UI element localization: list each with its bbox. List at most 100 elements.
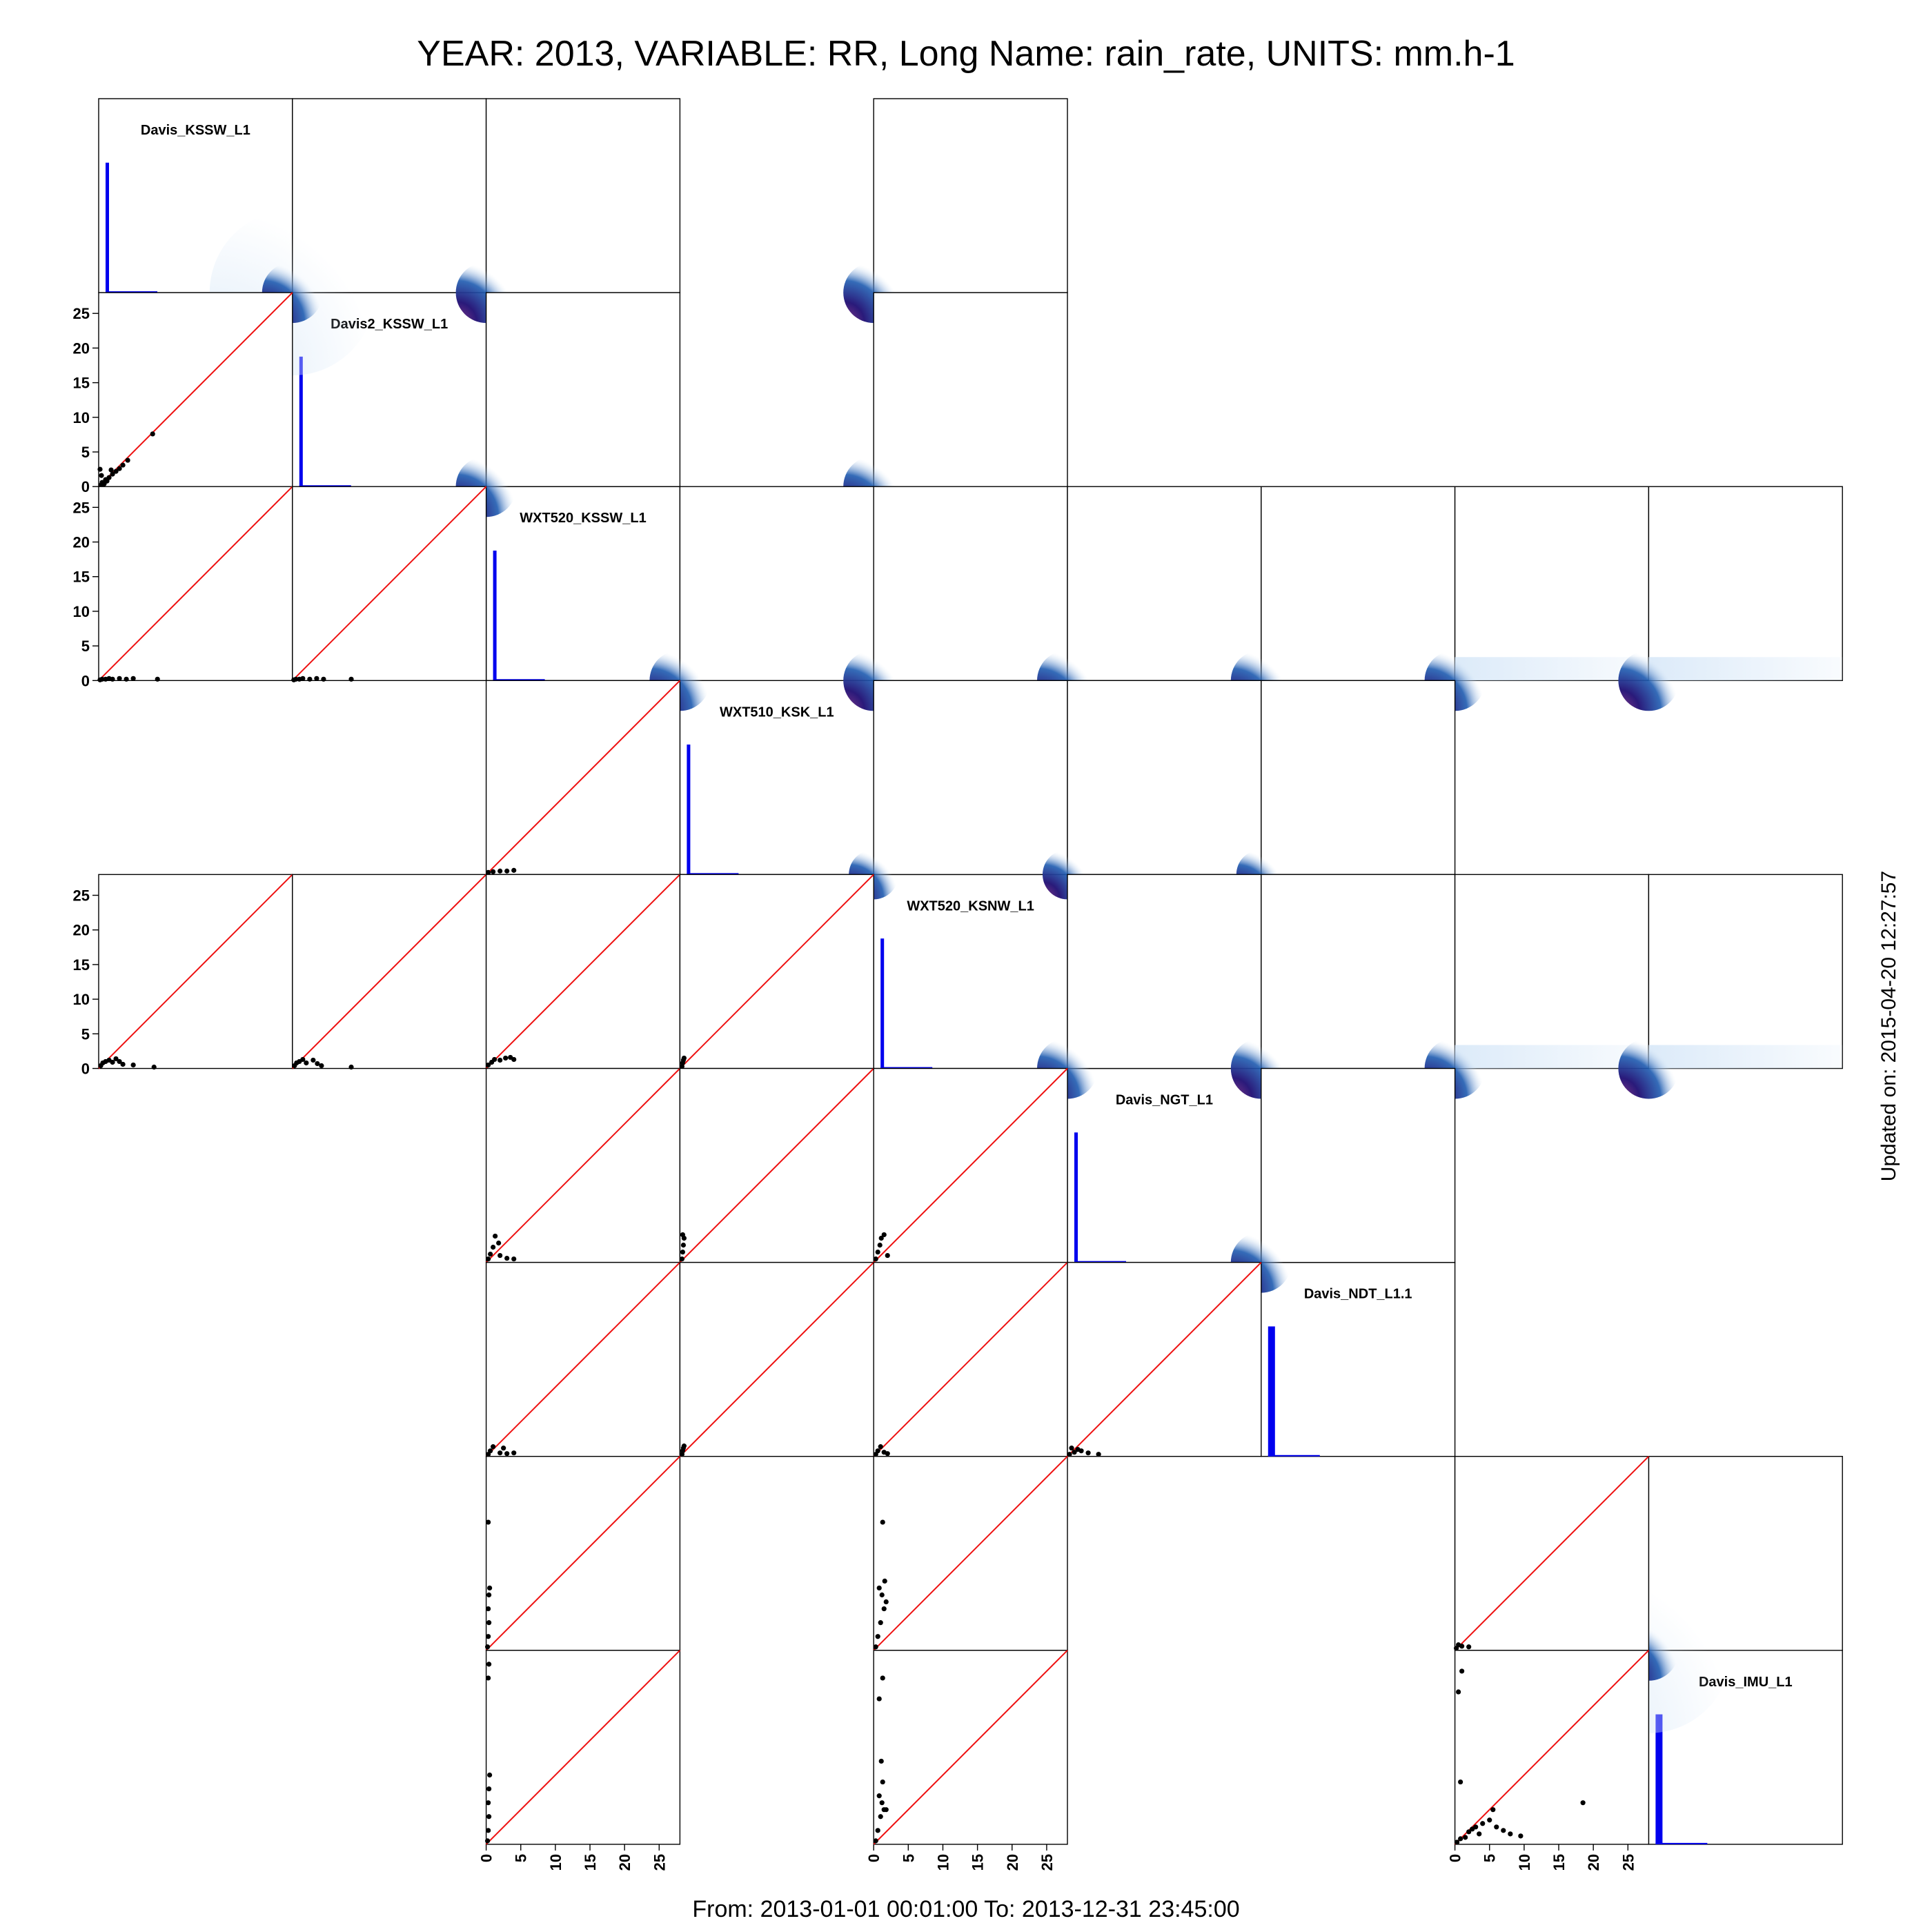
hist-bar [1074, 1132, 1078, 1263]
scatter-point [1096, 1452, 1101, 1457]
hist-bar [1655, 1714, 1663, 1844]
y-tick-label: 5 [81, 1025, 90, 1043]
y-tick-label: 10 [73, 409, 90, 426]
scatter-point [1487, 1817, 1492, 1823]
hist-bar [299, 356, 303, 487]
scatter-point [150, 431, 155, 437]
hist-bar [493, 550, 497, 681]
station-label: WXT520_KSSW_L1 [520, 511, 646, 526]
scatter-point [155, 676, 160, 682]
density-cell [873, 292, 1068, 487]
scatter-point [879, 1800, 885, 1806]
density-cell [1067, 874, 1262, 1070]
scatter-point [681, 1443, 687, 1449]
scatter-point [486, 1592, 492, 1598]
scatter-point [486, 1620, 492, 1626]
x-tick-label: 10 [547, 1854, 564, 1871]
scatter-point [485, 1838, 491, 1844]
identity-line [485, 1455, 681, 1651]
scatter-point [319, 1063, 324, 1069]
station-label: Davis_KSSW_L1 [141, 123, 250, 138]
scatter-point [486, 1519, 491, 1525]
scatter-point [681, 1055, 687, 1061]
density-cell [1648, 874, 1843, 1070]
density-cell [873, 486, 1068, 682]
scatter-point [1466, 1644, 1472, 1650]
scatter-point [321, 676, 326, 682]
scatter-point [120, 1061, 126, 1067]
identity-line [292, 486, 487, 682]
density-band [1648, 657, 1843, 681]
x-tick-label: 5 [900, 1854, 917, 1862]
density-cell [1261, 874, 1456, 1070]
identity-line [485, 874, 681, 1070]
x-tick-label: 25 [1038, 1854, 1056, 1871]
y-tick-label: 5 [81, 638, 90, 655]
scatter-point [1069, 1446, 1074, 1451]
x-tick-label: 15 [1550, 1854, 1568, 1871]
scatter-point [501, 1446, 506, 1451]
scatter-point [680, 1249, 686, 1255]
scatter-point [110, 1059, 115, 1065]
identity-line [679, 1261, 874, 1457]
density-cell [1454, 486, 1650, 682]
scatter-point [1480, 1821, 1486, 1826]
scatter-point [99, 676, 105, 682]
scatter-point [504, 1255, 510, 1261]
y-tick-label: 25 [73, 887, 90, 905]
scatter-point [117, 1058, 122, 1065]
density-cell [1261, 680, 1456, 876]
x-tick-label: 25 [651, 1854, 668, 1871]
scatter-point [486, 1606, 491, 1612]
scatter-point [1518, 1833, 1524, 1839]
density-cell [873, 680, 1068, 876]
scatter-point [304, 1060, 309, 1066]
scatter-point [486, 1814, 492, 1820]
density-cell [1648, 486, 1843, 682]
identity-line [873, 1650, 1068, 1845]
identity-line [485, 1067, 681, 1263]
density-cell [679, 486, 874, 682]
scatter-point [1473, 1824, 1479, 1830]
scatter-point [504, 868, 510, 874]
scatter-point [348, 1064, 354, 1070]
x-tick-label: 0 [865, 1854, 883, 1862]
scatter-point [110, 676, 115, 682]
y-tick-label: 25 [73, 499, 90, 516]
identity-line [873, 1455, 1068, 1651]
scatter-point [875, 1828, 880, 1833]
scatter-point [680, 1232, 686, 1238]
scatter-point [486, 1800, 491, 1806]
scatter-point [880, 1779, 885, 1785]
x-tick-label: 5 [1481, 1854, 1499, 1862]
y-tick-label: 20 [73, 339, 90, 357]
scatter-point [124, 676, 129, 682]
scatter-point [878, 1758, 884, 1764]
scatter-point [1456, 1689, 1461, 1695]
scatter-point [885, 1252, 890, 1259]
scatter-point [873, 1256, 878, 1262]
x-tick-label: 20 [1004, 1854, 1021, 1871]
scatter-point [1459, 1644, 1465, 1649]
density-core [1618, 1038, 1679, 1099]
scatter-point [486, 869, 491, 875]
scatter-point [117, 466, 122, 471]
scatter-point [1501, 1828, 1506, 1833]
scatter-point [497, 1252, 503, 1259]
identity-line [98, 292, 293, 487]
scatter-point [877, 1242, 883, 1248]
y-tick-label: 10 [73, 991, 90, 1008]
scatter-point [486, 1828, 491, 1833]
scatter-point [487, 1585, 493, 1591]
scatter-point [873, 1838, 878, 1844]
scatter-point [1463, 1835, 1468, 1840]
scatter-point [1458, 1836, 1463, 1842]
scatter-point [125, 457, 130, 463]
scatter-point [1494, 1824, 1499, 1830]
scatter-point [487, 1772, 493, 1778]
scatter-point [348, 676, 354, 682]
y-tick-label: 15 [73, 956, 90, 974]
x-tick-label: 15 [582, 1854, 599, 1871]
scatter-point [1466, 1829, 1472, 1835]
scatter-point [486, 1786, 492, 1792]
